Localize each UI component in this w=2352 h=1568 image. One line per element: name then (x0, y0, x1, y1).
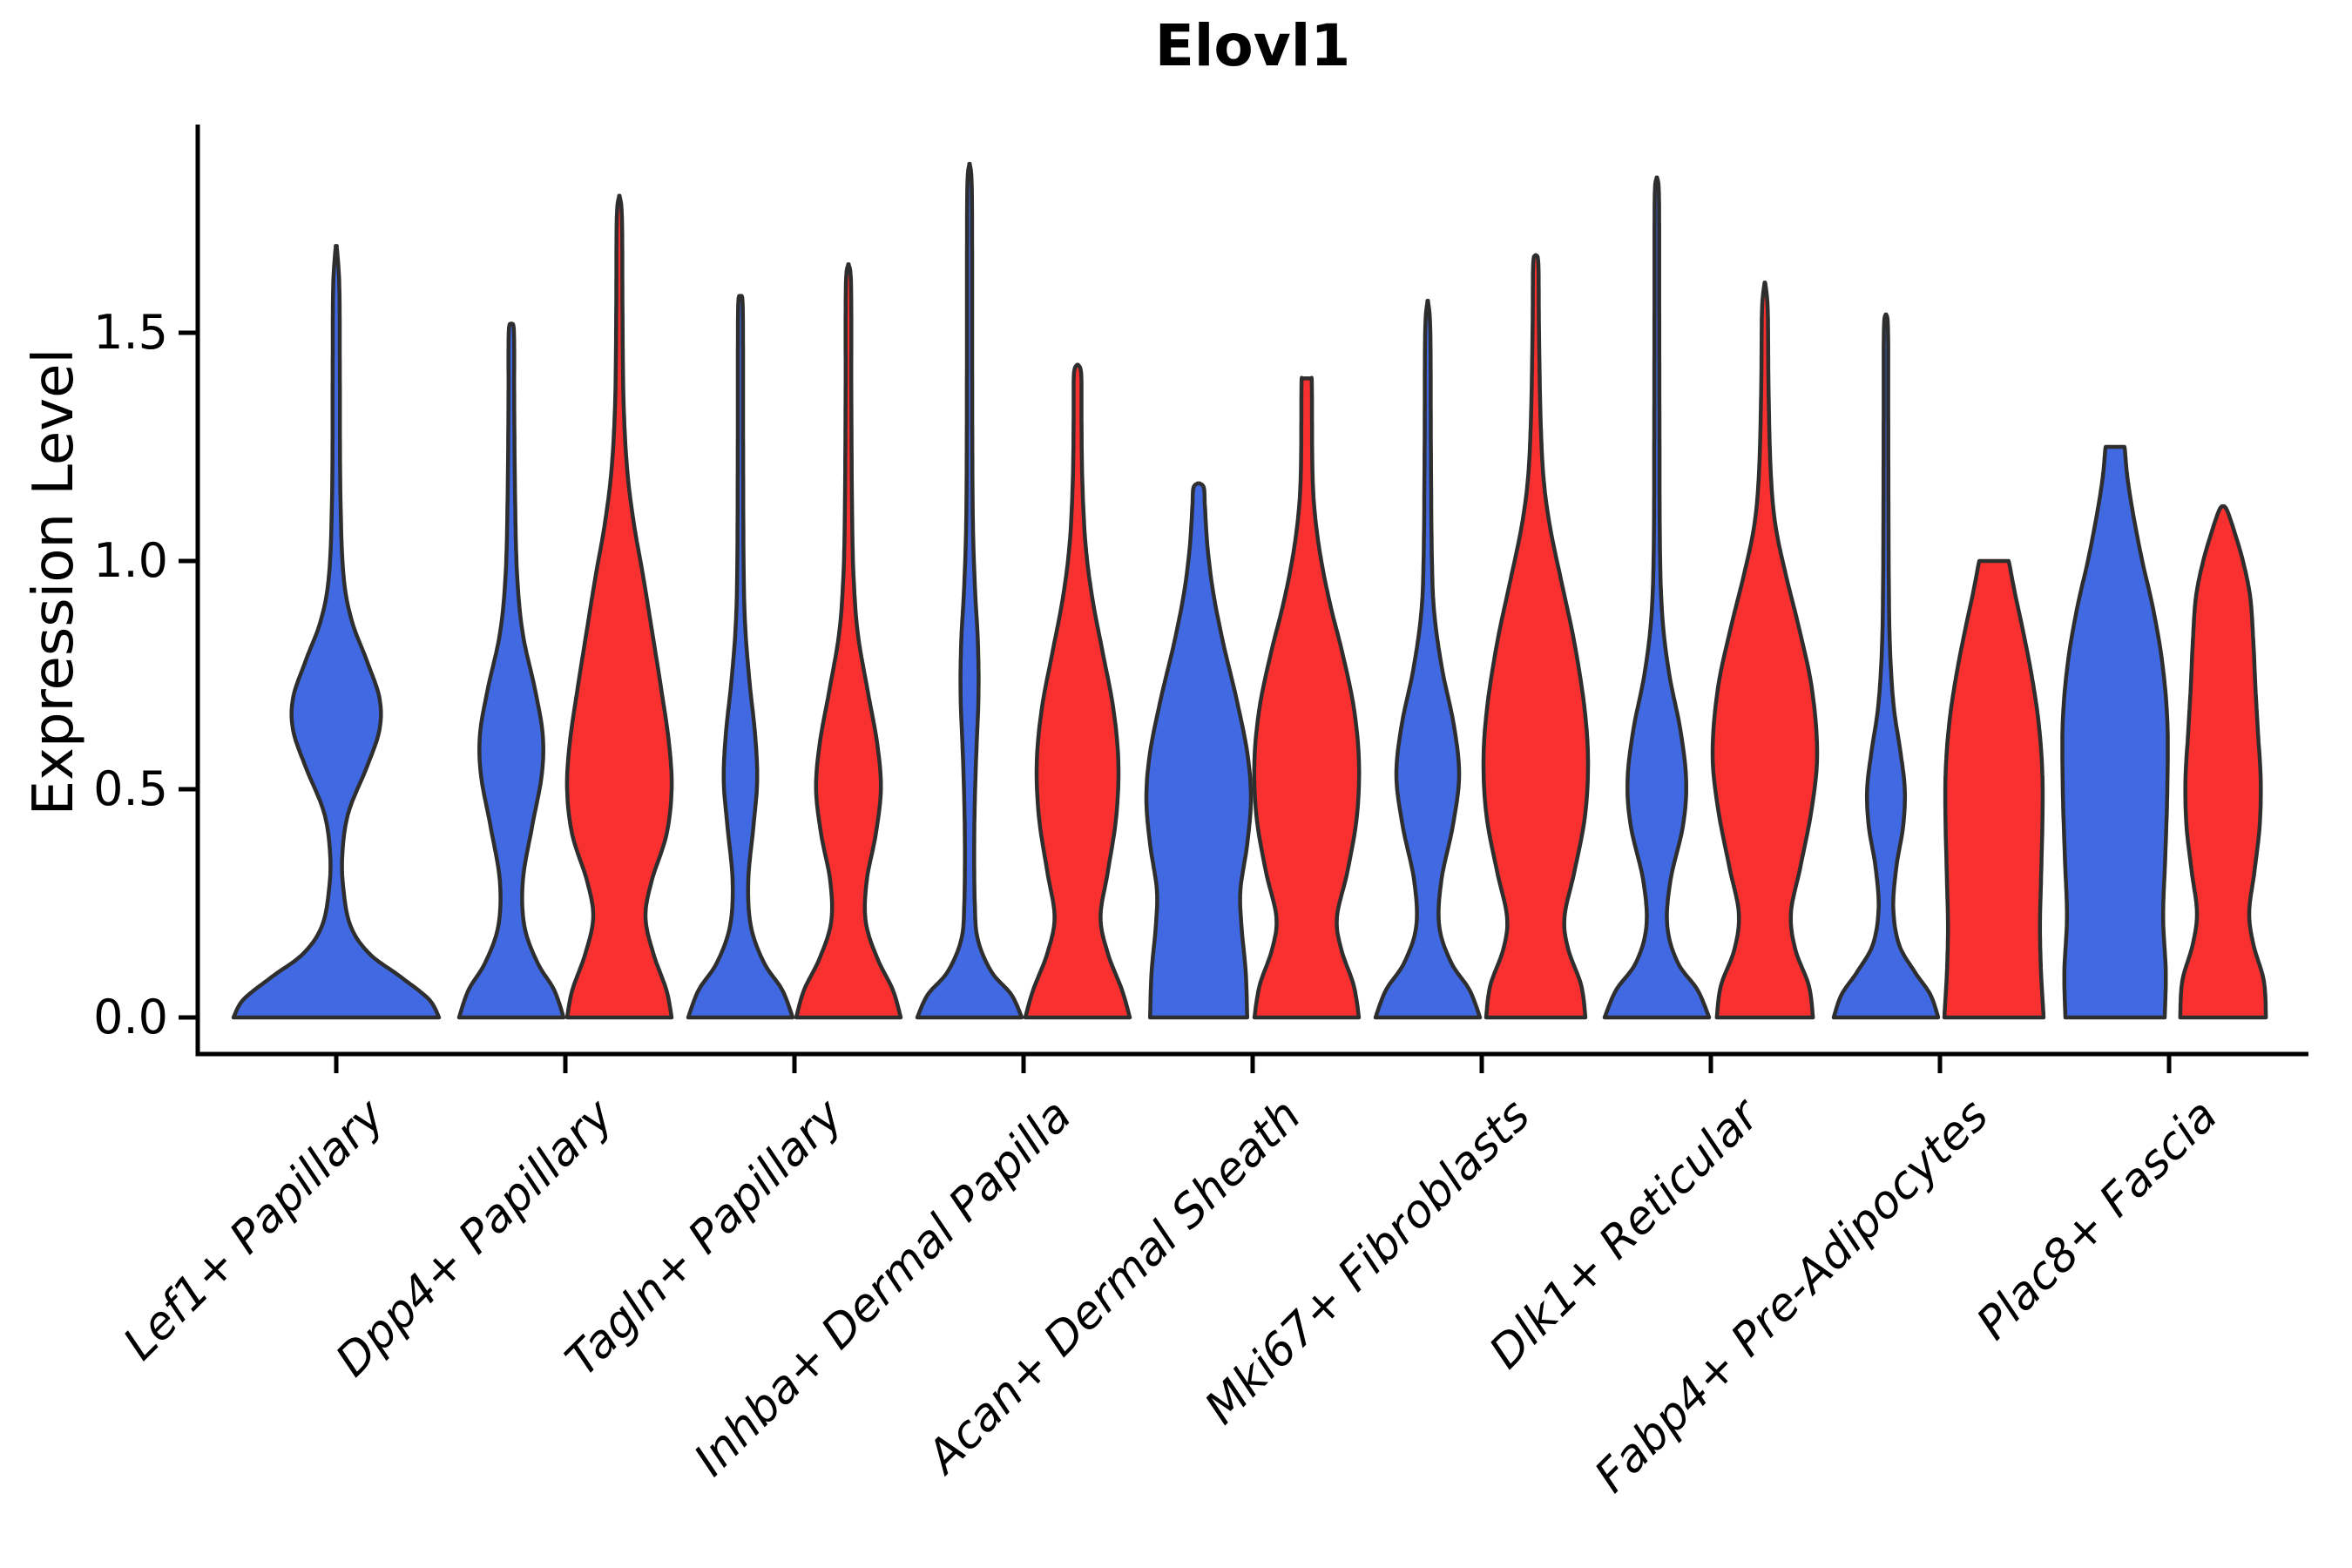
violin-dlk1-reticular-blue (1602, 175, 1712, 1020)
violin-acan-dermal-sheath-red (1252, 375, 1362, 1020)
violin-lef1-papillary-blue (231, 244, 442, 1020)
violin-plac8-fascia-red (2178, 504, 2268, 1020)
violin-inhba-dermal-papilla-red (1023, 362, 1132, 1020)
violin-dlk1-reticular-red (1710, 280, 1820, 1020)
y-tick-label-1: 0.5 (93, 761, 168, 816)
violin-tagln-papillary-blue (686, 294, 795, 1020)
chart-title: Elovl1 (1154, 12, 1351, 79)
y-tick-label-0: 0.0 (93, 990, 168, 1044)
violin-plac8-fascia-blue (2060, 444, 2170, 1020)
y-axis-label: Expression Level (22, 348, 86, 816)
y-tick-label-2: 1.0 (93, 533, 168, 588)
y-tick-label-3: 1.5 (93, 305, 168, 360)
violin-fabp4-pre-adipocytes-red (1942, 558, 2046, 1020)
violin-inhba-dermal-papilla-blue (915, 161, 1024, 1020)
violin-fabp4-pre-adipocytes-blue (1831, 312, 1941, 1020)
violin-tagln-papillary-red (794, 262, 903, 1020)
violin-mki67-fibroblasts-red (1481, 253, 1591, 1020)
violin-dpp4-papillary-blue (456, 321, 566, 1020)
violin-acan-dermal-sheath-blue (1144, 481, 1254, 1020)
violin-mki67-fibroblasts-blue (1373, 299, 1483, 1020)
violin-dpp4-papillary-red (564, 193, 674, 1020)
